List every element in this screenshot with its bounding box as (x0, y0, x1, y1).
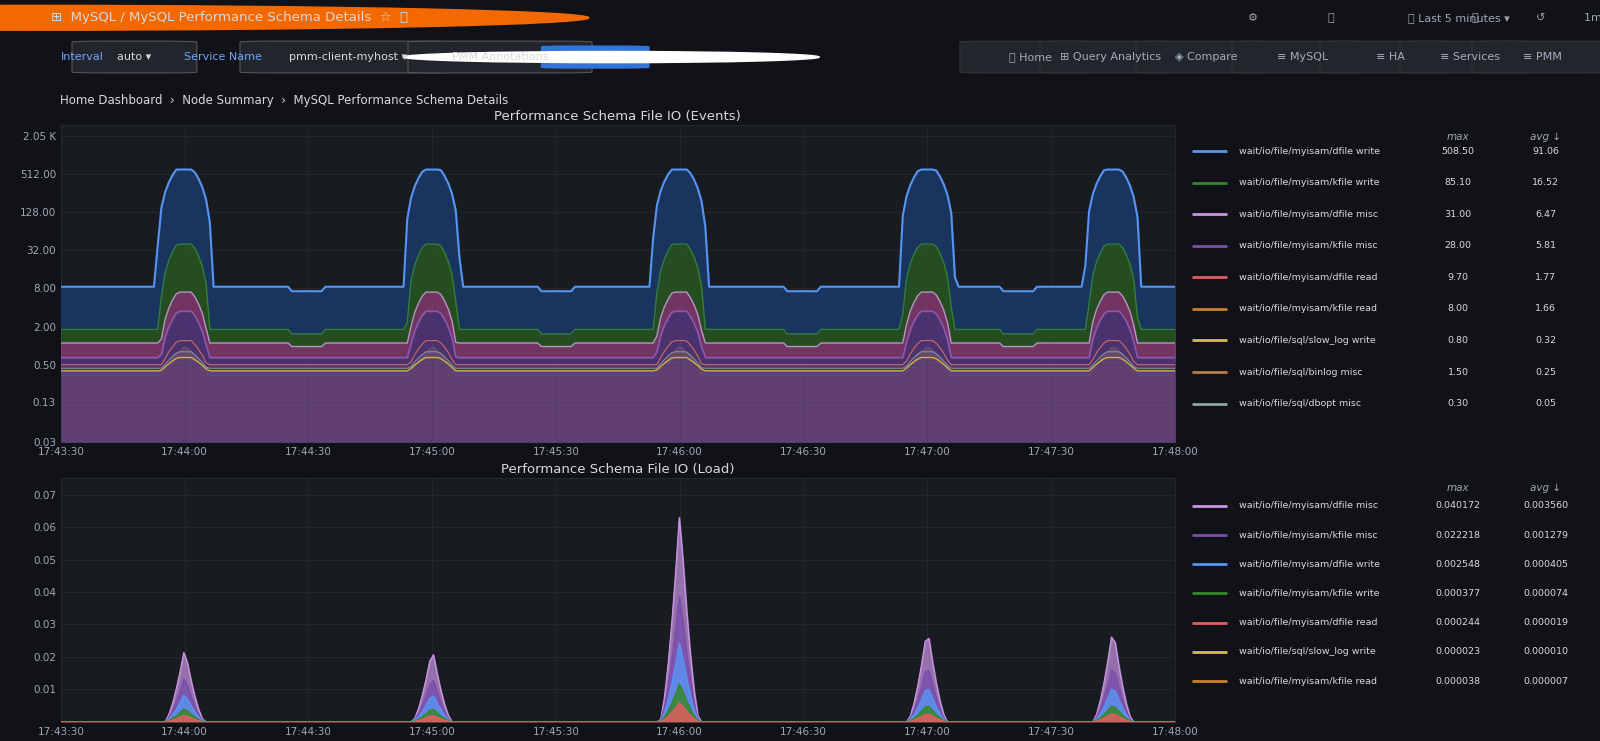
Text: wait/io/file/myisam/kfile read: wait/io/file/myisam/kfile read (1240, 677, 1378, 685)
FancyBboxPatch shape (72, 41, 197, 73)
Text: wait/io/file/sql/slow_log write: wait/io/file/sql/slow_log write (1240, 336, 1376, 345)
Text: wait/io/file/myisam/dfile write: wait/io/file/myisam/dfile write (1240, 559, 1381, 569)
FancyBboxPatch shape (541, 45, 650, 69)
Text: ≡ HA: ≡ HA (1376, 52, 1405, 62)
Text: wait/io/file/sql/dbopt misc: wait/io/file/sql/dbopt misc (1240, 399, 1362, 408)
Text: 0.022218: 0.022218 (1435, 531, 1480, 539)
Text: Interval: Interval (61, 52, 104, 62)
Text: 0.000038: 0.000038 (1435, 677, 1480, 685)
Text: 0.000377: 0.000377 (1435, 589, 1480, 598)
Text: 🕐 Last 5 minutes ▾: 🕐 Last 5 minutes ▾ (1408, 13, 1510, 23)
Text: 0.000010: 0.000010 (1523, 648, 1568, 657)
Text: 28.00: 28.00 (1445, 242, 1472, 250)
Text: 5.81: 5.81 (1536, 242, 1557, 250)
Text: 🔍: 🔍 (1472, 13, 1478, 23)
Text: 9.70: 9.70 (1448, 273, 1469, 282)
Text: wait/io/file/myisam/dfile read: wait/io/file/myisam/dfile read (1240, 618, 1378, 627)
FancyBboxPatch shape (960, 41, 1101, 73)
Text: ⊞  MySQL / MySQL Performance Schema Details  ☆  ⑂: ⊞ MySQL / MySQL Performance Schema Detai… (51, 11, 408, 24)
Text: wait/io/file/myisam/kfile write: wait/io/file/myisam/kfile write (1240, 589, 1379, 598)
Text: 0.32: 0.32 (1536, 336, 1557, 345)
Text: 💬: 💬 (1328, 13, 1334, 23)
Text: 6.47: 6.47 (1536, 210, 1557, 219)
Text: pmm-client-myhost ▾: pmm-client-myhost ▾ (290, 52, 406, 62)
Text: wait/io/file/sql/slow_log write: wait/io/file/sql/slow_log write (1240, 648, 1376, 657)
Text: max: max (1446, 483, 1469, 494)
Title: Performance Schema File IO (Events): Performance Schema File IO (Events) (494, 110, 741, 123)
Text: avg ↓: avg ↓ (1530, 132, 1562, 142)
Text: ↺: ↺ (1536, 13, 1546, 23)
Text: 1m ▾: 1m ▾ (1584, 13, 1600, 23)
Title: Performance Schema File IO (Load): Performance Schema File IO (Load) (501, 463, 734, 476)
Text: 0.25: 0.25 (1536, 368, 1557, 376)
Text: 31.00: 31.00 (1445, 210, 1472, 219)
Text: ≡ MySQL: ≡ MySQL (1277, 52, 1328, 62)
Text: 1.50: 1.50 (1448, 368, 1469, 376)
Text: max: max (1446, 132, 1469, 142)
Text: 0.80: 0.80 (1448, 336, 1469, 345)
Text: wait/io/file/myisam/kfile misc: wait/io/file/myisam/kfile misc (1240, 242, 1378, 250)
Text: 16.52: 16.52 (1533, 178, 1560, 187)
FancyBboxPatch shape (1400, 41, 1541, 73)
Text: wait/io/file/myisam/kfile misc: wait/io/file/myisam/kfile misc (1240, 531, 1378, 539)
Text: 91.06: 91.06 (1533, 147, 1560, 156)
Text: 🏠 Home: 🏠 Home (1010, 52, 1051, 62)
FancyBboxPatch shape (1320, 41, 1461, 73)
Text: Home Dashboard  ›  Node Summary  ›  MySQL Performance Schema Details: Home Dashboard › Node Summary › MySQL Pe… (61, 94, 509, 107)
Circle shape (403, 51, 819, 63)
FancyBboxPatch shape (1472, 41, 1600, 73)
Text: Service Name: Service Name (184, 52, 262, 62)
Text: 1.66: 1.66 (1536, 305, 1557, 313)
FancyBboxPatch shape (1136, 41, 1277, 73)
Text: ◈ Compare: ◈ Compare (1174, 52, 1238, 62)
Text: 0.000007: 0.000007 (1523, 677, 1568, 685)
Text: wait/io/file/myisam/dfile read: wait/io/file/myisam/dfile read (1240, 273, 1378, 282)
Text: 0.000405: 0.000405 (1523, 559, 1568, 569)
Text: wait/io/file/myisam/dfile misc: wait/io/file/myisam/dfile misc (1240, 502, 1379, 511)
Text: wait/io/file/myisam/kfile read: wait/io/file/myisam/kfile read (1240, 305, 1378, 313)
Text: wait/io/file/myisam/kfile write: wait/io/file/myisam/kfile write (1240, 178, 1379, 187)
Text: ⊞ Query Analytics: ⊞ Query Analytics (1059, 52, 1162, 62)
Text: 0.003560: 0.003560 (1523, 502, 1568, 511)
Text: 0.001279: 0.001279 (1523, 531, 1568, 539)
Text: wait/io/file/sql/binlog misc: wait/io/file/sql/binlog misc (1240, 368, 1363, 376)
Text: 0.000074: 0.000074 (1523, 589, 1568, 598)
Text: 0.000023: 0.000023 (1435, 648, 1480, 657)
Text: 0.000244: 0.000244 (1435, 618, 1480, 627)
Text: wait/io/file/myisam/dfile write: wait/io/file/myisam/dfile write (1240, 147, 1381, 156)
Text: 8.00: 8.00 (1448, 305, 1469, 313)
Text: 85.10: 85.10 (1445, 178, 1472, 187)
Text: auto ▾: auto ▾ (117, 52, 152, 62)
Text: ⚙: ⚙ (1248, 13, 1258, 23)
Text: 0.000019: 0.000019 (1523, 618, 1568, 627)
Text: ≡ Services: ≡ Services (1440, 52, 1501, 62)
Text: 508.50: 508.50 (1442, 147, 1475, 156)
Text: 0.05: 0.05 (1536, 399, 1557, 408)
FancyBboxPatch shape (240, 41, 456, 73)
Text: 0.002548: 0.002548 (1435, 559, 1480, 569)
FancyBboxPatch shape (1040, 41, 1181, 73)
Text: PMM Annotations: PMM Annotations (451, 52, 549, 62)
Text: 0.040172: 0.040172 (1435, 502, 1480, 511)
Text: avg ↓: avg ↓ (1530, 483, 1562, 494)
Text: ≡ PMM: ≡ PMM (1523, 52, 1562, 62)
Text: 0.30: 0.30 (1448, 399, 1469, 408)
FancyBboxPatch shape (1232, 41, 1373, 73)
Text: 1.77: 1.77 (1536, 273, 1557, 282)
Circle shape (0, 5, 589, 30)
Text: wait/io/file/myisam/dfile misc: wait/io/file/myisam/dfile misc (1240, 210, 1379, 219)
FancyBboxPatch shape (408, 41, 592, 73)
